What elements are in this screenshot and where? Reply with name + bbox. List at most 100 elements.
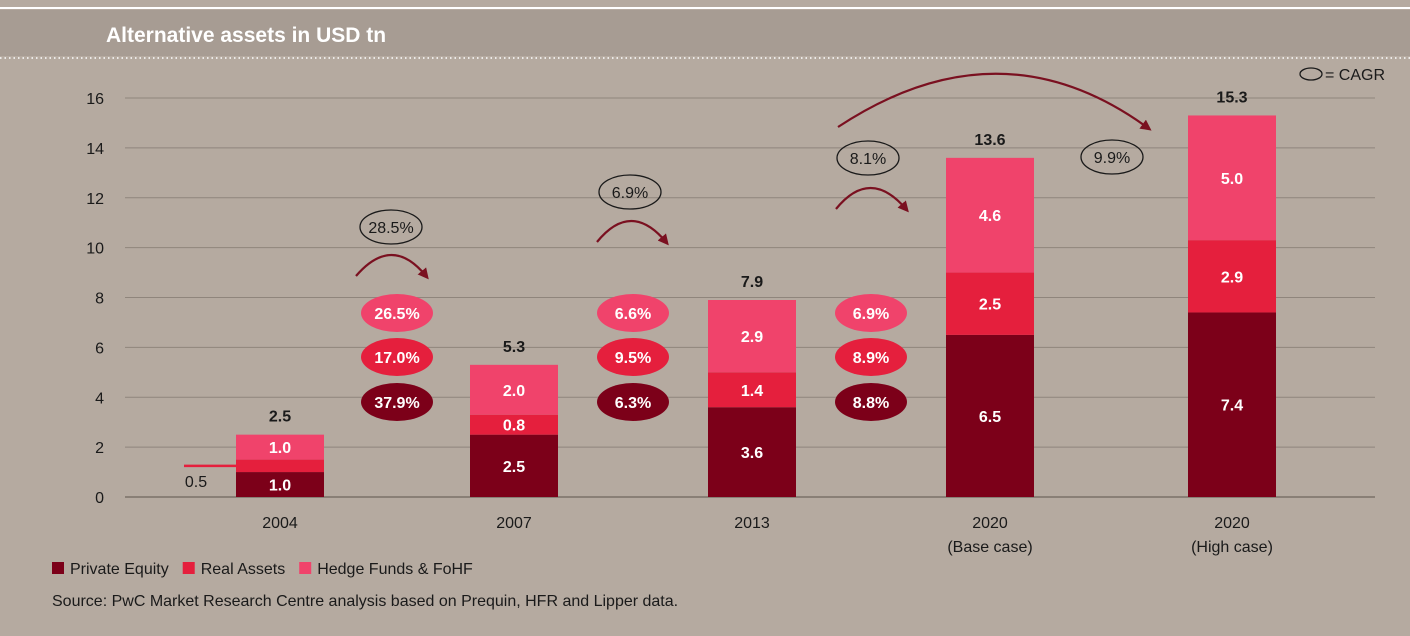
x-axis: 2004 2007 2013 2020 (Base case) 2020 (High cas…	[262, 515, 1273, 556]
cagr-segment-bubble	[361, 294, 433, 332]
bar-value-label: 2.9	[741, 329, 763, 346]
cagr-total-ellipse	[598, 174, 662, 210]
cagr-legend-label: = CAGR	[1325, 67, 1385, 84]
cagr-segment-label: 37.9%	[374, 395, 419, 412]
y-tick-label: 16	[86, 91, 104, 108]
bar-total-label: 5.3	[503, 339, 525, 356]
bar-value-label: 2.0	[503, 383, 525, 400]
bar-segment	[708, 372, 796, 408]
cagr-segment-label: 8.8%	[853, 395, 889, 412]
cagr-total-ellipse	[836, 140, 900, 176]
bar-segment	[236, 434, 324, 460]
bar-value-label: 2.5	[979, 297, 1001, 314]
bars: 1.0 1.0 2.5 2.5 0.8 2.0 5.3 3.6 1.4 2.9 7.9 6.5 2.5 4…	[184, 89, 1276, 497]
bar-value-label: 7.4	[1221, 398, 1243, 415]
bar-segment	[236, 459, 324, 473]
cagr-segment-label: 9.5%	[615, 350, 651, 367]
bar-value-label: 1.0	[269, 478, 291, 495]
legend-swatch	[52, 562, 64, 574]
bar-segment	[236, 472, 324, 497]
cagr-segment-label: 8.9%	[853, 350, 889, 367]
legend-swatch	[182, 562, 195, 574]
chart-title: Alternative assets in USD tn	[106, 24, 386, 47]
x-tick-sublabel: (Base case)	[947, 539, 1032, 556]
bar-segment	[946, 157, 1034, 273]
cagr-segment-bubble	[835, 383, 907, 421]
cagr-arrows	[355, 72, 1152, 280]
x-tick-label: 2004	[262, 515, 298, 532]
cagr-arrow-icon	[355, 253, 429, 280]
real-assets-callout-label: 0.5	[185, 474, 207, 491]
cagr-total-label: 6.9%	[612, 185, 648, 202]
cagr-total-label: 28.5%	[368, 220, 413, 237]
y-axis: 0 2 4 6 8 10 12 14 16	[86, 91, 104, 507]
legend-label: Real Assets	[201, 561, 285, 578]
cagr-segment-bubble	[597, 383, 669, 421]
cagr-arrow-icon	[835, 186, 909, 213]
bar-segment	[1188, 240, 1276, 313]
source-note: Source: PwC Market Research Centre analy…	[52, 593, 678, 610]
cagr-arrow-icon	[837, 72, 1152, 131]
bar-segment	[470, 414, 558, 435]
cagr-segment-bubble	[597, 294, 669, 332]
bar-segment	[470, 364, 558, 415]
cagr-segment-bubble	[361, 383, 433, 421]
y-tick-label: 14	[86, 141, 104, 158]
cagr-segment-bubble	[597, 338, 669, 376]
cagr-legend-ellipse-icon	[1299, 67, 1323, 81]
x-tick-label: 2020	[1214, 515, 1250, 532]
x-tick-label: 2013	[734, 515, 770, 532]
cagr-segment-bubble	[835, 294, 907, 332]
cagr-segment-label: 6.6%	[615, 306, 651, 323]
bar-segment	[470, 434, 558, 497]
legend: Private Equity Real Assets Hedge Funds & F…	[52, 561, 473, 578]
bar-value-label: 2.9	[1221, 269, 1243, 286]
cagr-segment-label: 26.5%	[374, 306, 419, 323]
bar-value-label: 0.8	[503, 418, 525, 435]
x-tick-label: 2020	[972, 515, 1008, 532]
legend-swatch	[299, 562, 312, 574]
x-tick-label: 2007	[496, 515, 532, 532]
cagr-arrow-icon	[596, 219, 669, 246]
cagr-total-label: 8.1%	[850, 151, 886, 168]
cagr-segment-label: 6.9%	[853, 306, 889, 323]
y-tick-label: 2	[95, 440, 104, 457]
bar-value-label: 1.4	[741, 383, 763, 400]
x-tick-sublabel: (High case)	[1191, 539, 1273, 556]
bar-segment	[708, 299, 796, 373]
bar-segment	[1188, 115, 1276, 241]
bar-value-label: 3.6	[741, 445, 763, 462]
bar-total-label: 13.6	[974, 132, 1005, 149]
cagr-segment-label: 6.3%	[615, 395, 651, 412]
bar-total-label: 2.5	[269, 409, 291, 426]
bar-segment	[946, 334, 1034, 497]
y-tick-label: 8	[95, 291, 104, 308]
y-tick-label: 6	[95, 340, 104, 357]
y-tick-label: 12	[86, 191, 104, 208]
bar-value-label: 5.0	[1221, 171, 1243, 188]
y-tick-label: 0	[95, 490, 104, 507]
header-band	[0, 10, 1410, 56]
bar-value-label: 4.6	[979, 208, 1001, 225]
cagr-bubbles: 26.5% 17.0% 37.9% 6.6% 9.5% 6.3% 6.9% 8.9% 8.8% 2…	[359, 139, 1144, 421]
bar-value-label: 2.5	[503, 459, 525, 476]
cagr-total-ellipse	[359, 209, 423, 245]
bar-segment	[946, 272, 1034, 335]
cagr-segment-bubble	[361, 338, 433, 376]
y-tick-label: 4	[95, 390, 104, 407]
legend-label: Private Equity	[70, 561, 169, 578]
bar-total-label: 7.9	[741, 274, 763, 291]
cagr-high-case-label: 9.9%	[1094, 150, 1130, 167]
cagr-segment-bubble	[835, 338, 907, 376]
bar-value-label: 1.0	[269, 440, 291, 457]
legend-label: Hedge Funds & FoHF	[317, 561, 473, 578]
y-tick-label: 10	[86, 241, 104, 258]
cagr-segment-label: 17.0%	[374, 350, 419, 367]
bar-total-label: 15.3	[1216, 89, 1247, 106]
cagr-high-case-ellipse	[1080, 139, 1144, 175]
bar-segment	[1188, 312, 1276, 497]
bar-segment	[708, 407, 796, 497]
bar-value-label: 6.5	[979, 409, 1001, 426]
